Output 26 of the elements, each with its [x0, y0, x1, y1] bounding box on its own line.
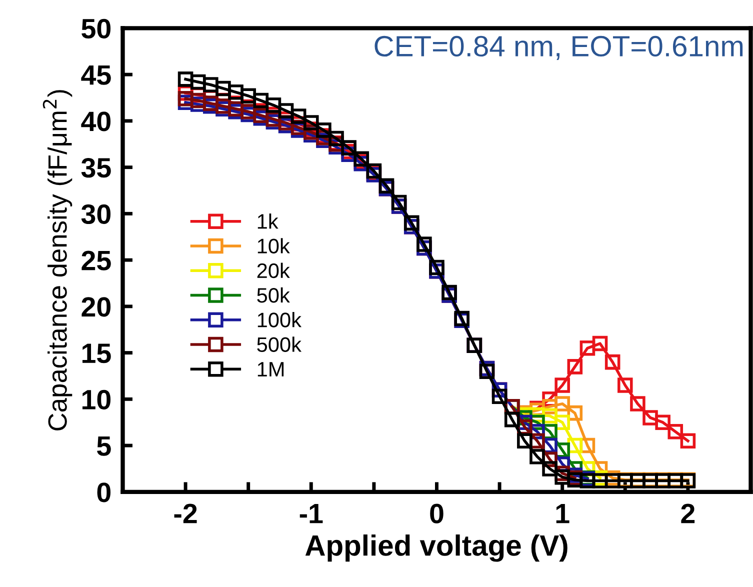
x-tick-label: -1: [300, 504, 323, 524]
y-tick-label: 25: [82, 250, 111, 270]
y-tick-label: 10: [82, 390, 110, 410]
x-axis-title: Applied voltage (V): [305, 534, 568, 562]
y-tick-label: 45: [81, 66, 111, 85]
legend-label: 1k: [258, 214, 278, 229]
y-tick-label: 30: [81, 204, 110, 224]
x-tick-label: 2: [681, 504, 695, 524]
y-tick-label: 35: [81, 158, 111, 178]
y-tick-label: 40: [81, 112, 110, 132]
y-tick-label: 15: [82, 344, 111, 364]
legend-label: 20k: [257, 262, 290, 278]
y-tick-label: 0: [97, 482, 110, 502]
x-tick-label: -2: [174, 504, 197, 524]
x-tick-label: 0: [430, 504, 444, 524]
legend-label: 50k: [257, 287, 290, 303]
y-tick-label: 50: [82, 18, 110, 39]
x-tick-label: 1: [556, 504, 570, 524]
legend-label: 500k: [257, 336, 302, 352]
annotation: CET=0.84 nm, EOT=0.61nm: [374, 36, 743, 60]
legend-label: 100k: [258, 312, 302, 328]
y-tick-label: 20: [82, 297, 110, 317]
legend-label: 1M: [258, 362, 284, 376]
y-axis-title: Capacitance density (fF/μm$^{2}$): [42, 90, 72, 430]
legend-label: 10k: [258, 238, 290, 254]
y-tick-label: 5: [97, 436, 111, 456]
